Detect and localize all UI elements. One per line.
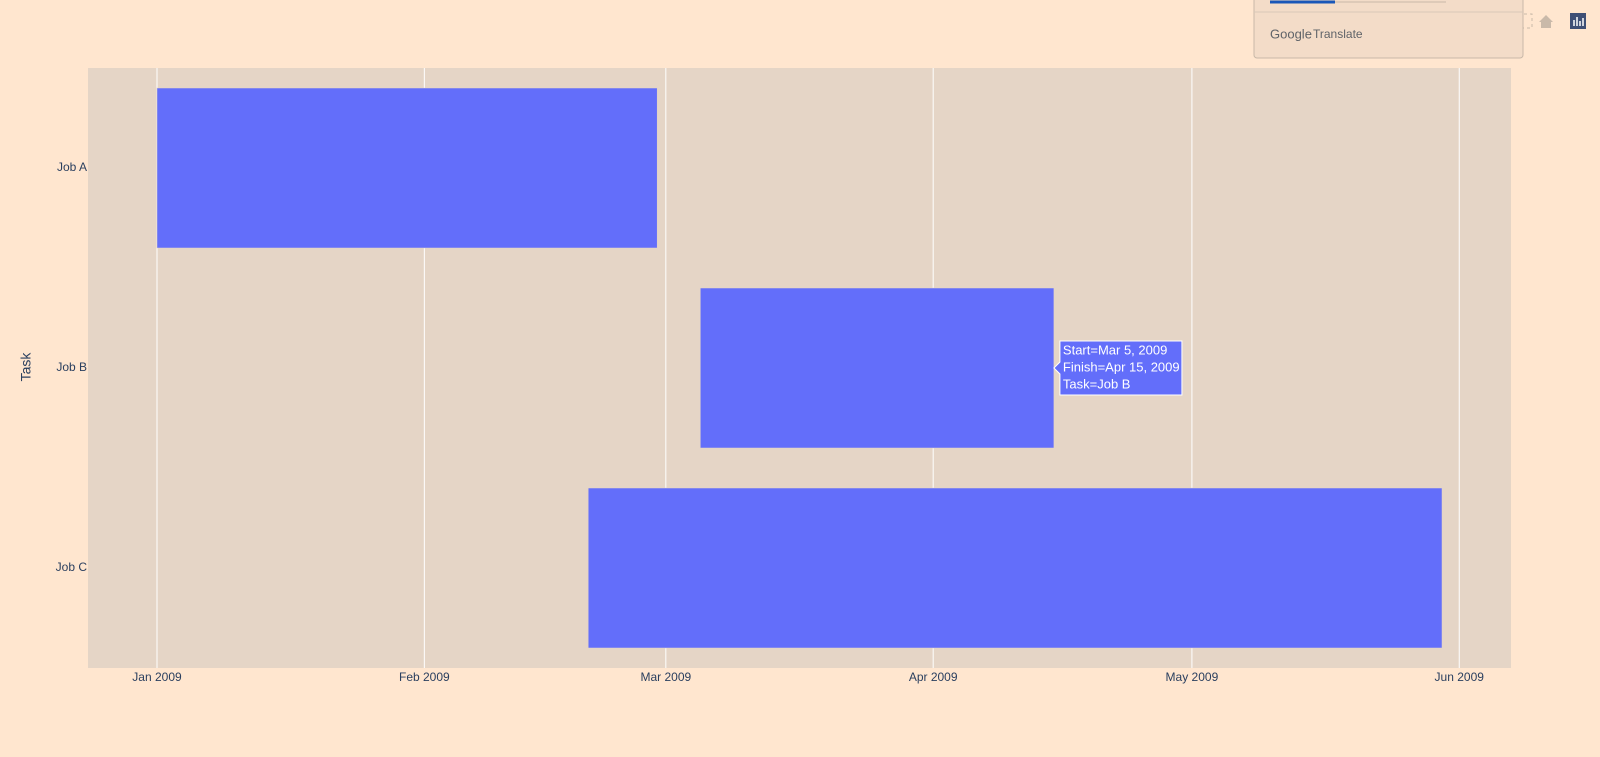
- x-tick-label: Apr 2009: [909, 670, 958, 684]
- popup-brand: Google: [1270, 26, 1312, 41]
- tooltip-line: Task=Job B: [1063, 376, 1131, 391]
- bar: [700, 287, 1055, 449]
- x-tick-label: Feb 2009: [399, 670, 450, 684]
- popup-label[interactable]: Translate: [1313, 27, 1363, 41]
- x-tick-label: May 2009: [1166, 670, 1219, 684]
- tooltip: Start=Mar 5, 2009 Finish=Apr 15, 2009 Task…: [1053, 340, 1183, 396]
- tooltip-line: Finish=Apr 15, 2009: [1063, 359, 1180, 374]
- y-tick-label: Job A: [57, 160, 87, 174]
- popup-box: [1253, 0, 1524, 59]
- labels: Jan 2009 Feb 2009 Mar 2009 Apr 2009 May 2009…: [56, 160, 1485, 684]
- bar: [587, 487, 1443, 649]
- y-tick-label: Job C: [56, 560, 88, 574]
- y-axis-title: Task: [18, 352, 34, 382]
- tooltip-box: [1053, 340, 1183, 396]
- tooltip-line: Start=Mar 5, 2009: [1063, 342, 1167, 357]
- home-icon[interactable]: [1539, 15, 1553, 28]
- plotly-logo-bars: [1573, 17, 1584, 26]
- modebar: [1517, 13, 1586, 29]
- y-tick-label: Job B: [56, 360, 87, 374]
- bar: [156, 87, 658, 249]
- translate-popup: Google Translate: [1253, 0, 1524, 59]
- bars: [156, 87, 1443, 649]
- x-tick-label: Jun 2009: [1435, 670, 1485, 684]
- x-tick-label: Mar 2009: [640, 670, 691, 684]
- x-tick-label: Jan 2009: [132, 670, 182, 684]
